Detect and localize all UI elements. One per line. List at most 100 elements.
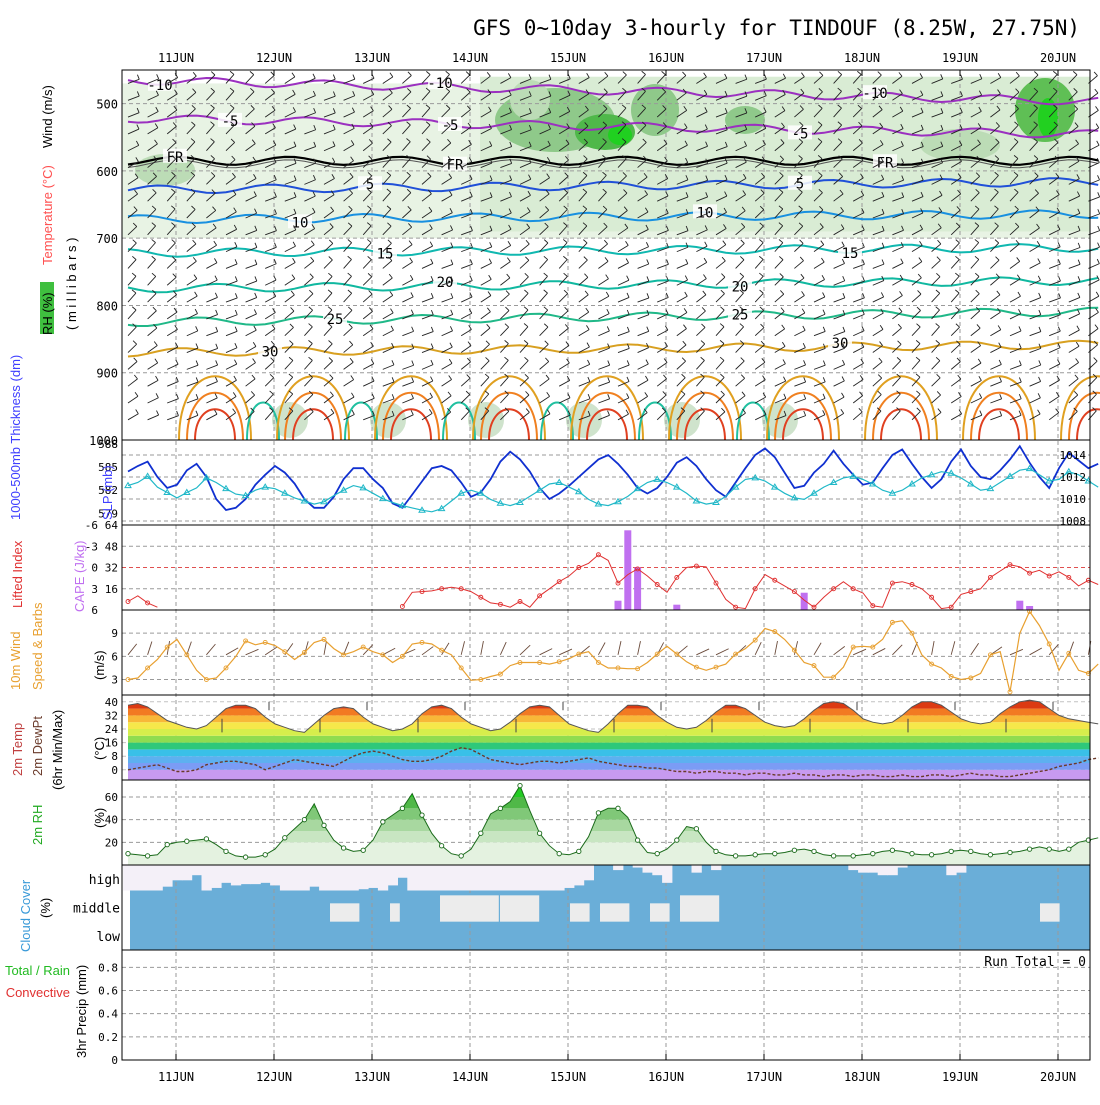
lifted-index-point [595,552,601,558]
wind-barb [186,141,196,152]
wind-barb [584,122,589,127]
wind-barb [466,105,471,110]
wind-barb [774,242,784,252]
wind-barb [833,90,842,101]
cloud-mid-gap [600,903,630,922]
wind-barb [644,207,649,213]
wind-barb [507,241,512,246]
wind-barb [308,306,313,311]
li-tick: -6 [85,519,98,532]
wind-barb [330,408,335,414]
wind-barb [911,179,924,185]
wind-barb [958,392,962,397]
lifted-index-point [752,586,758,592]
isotherm-line [782,408,824,441]
wind-barb [892,262,904,269]
wind-barb [911,212,924,219]
wind-barb [408,223,413,228]
wind-barb [486,323,491,329]
wind-barb [931,412,942,421]
isotherm-label-bg [728,278,752,293]
wind-barb [308,323,313,328]
wind-barb [329,223,334,228]
wind-barb [190,138,196,143]
wind-barb [1037,409,1041,415]
wind-barb [676,410,686,421]
wind-barb [763,90,767,96]
wind-barb [425,87,431,92]
wind-speed-point [184,652,190,658]
wind-barb [225,90,235,101]
wind-barb [682,71,687,76]
wind-barb [853,297,865,303]
wind-barb [546,157,551,162]
wind-barb [186,226,196,236]
cloud-high-gap [426,865,438,891]
wind-barb [607,410,610,416]
wind-barb [665,292,669,298]
wind-barb [1009,108,1019,118]
wind-barb [558,159,569,168]
wind-barb [225,412,236,421]
wind-barb [974,272,980,277]
wind-barb [1077,292,1081,298]
wind-barb [1048,211,1060,219]
wind-barb [1095,308,1099,313]
wind-barb [861,326,865,331]
wind-speed-point [517,660,523,665]
wind-barb [460,91,471,101]
wind-barb [323,78,336,84]
wind-barb [229,87,235,92]
wind-barb [229,104,235,109]
wind-barb [1029,124,1038,135]
wind-barb [1018,326,1022,332]
wind-barb [484,373,490,378]
wind-barb [759,289,764,294]
wind-barb [214,409,218,415]
wind-barb [779,172,784,177]
isotherm-line [864,375,938,441]
wind-barb [586,325,590,330]
wind-barb [206,381,218,387]
wind-barb [859,391,864,396]
wind-barb [676,328,687,337]
wind-barb [820,240,825,245]
wind-barb [1048,194,1060,202]
wind-barb [892,179,904,185]
wind-barb [978,90,983,96]
date-label-top: 17JUN [746,51,782,65]
wind-barb [543,255,548,260]
wind-barb [842,293,846,299]
wind-barb [480,377,490,387]
wind-barb [448,375,452,380]
wind-barb [735,210,746,219]
wind-barb [441,297,453,303]
wind-speed-point [243,638,249,644]
wind-barb [421,124,431,135]
wind-barb [598,209,608,219]
wind-barb [1077,242,1081,248]
wind-barb [881,275,885,281]
wind-barb [186,313,198,320]
wind-barb [487,291,492,296]
wind-barb [656,378,667,387]
wind-barb [147,159,158,168]
wind-barb [637,412,648,421]
wind-barb [450,225,453,231]
wind-barb [127,413,139,421]
wind-barb [696,294,707,303]
wind-barb [388,105,393,110]
wind-barb [760,189,765,194]
wind-barb [955,289,960,294]
isotherm-line [374,375,448,441]
wind-barb [441,411,452,421]
wind-barb [329,374,334,379]
isotherm-label-bg [373,245,397,260]
wind-barb [127,161,139,168]
wind-barb [877,390,882,395]
wind-barb [892,75,903,84]
wind-barb [284,128,296,135]
rh-point [830,853,837,859]
wind-barb [920,107,924,113]
wind-barb [460,329,472,337]
